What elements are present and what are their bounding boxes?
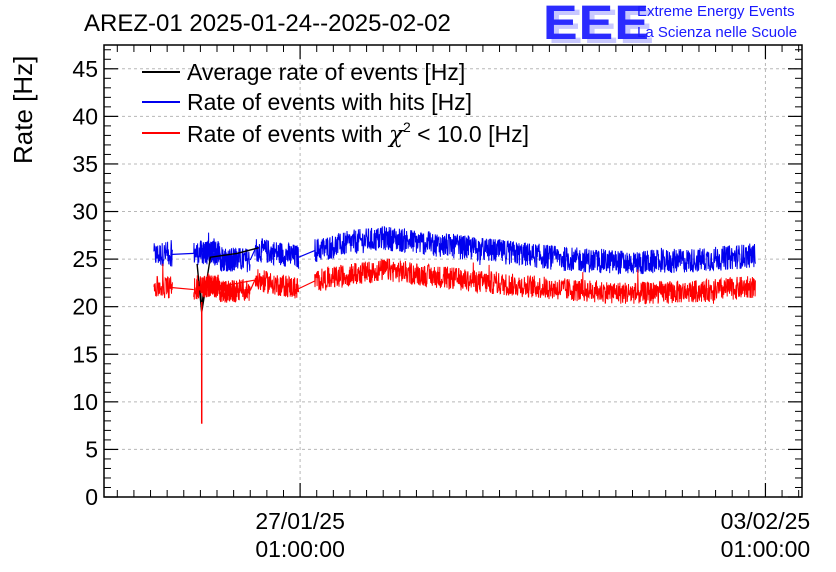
logo-subtitle-line2: La Scienza nelle Scuole	[637, 24, 798, 41]
series-hits-trace	[193, 240, 251, 273]
series-hits-gap-line	[298, 249, 315, 258]
grid-layer	[104, 45, 802, 497]
series-chi2-gap-line	[218, 279, 256, 288]
series-chi2-gap-line	[249, 279, 256, 291]
y-tick-label: 30	[72, 199, 98, 225]
series-hits-trace	[314, 225, 756, 275]
x-tick-label-date: 27/01/25	[255, 508, 345, 534]
y-tick-label: 25	[72, 246, 98, 272]
y-axis-label: Rate [Hz]	[8, 56, 38, 164]
legend-label-average: Average rate of events [Hz]	[187, 59, 465, 85]
series-hits-gap-line	[249, 249, 256, 261]
y-tick-label: 45	[72, 56, 98, 82]
eee-logo: EEE	[543, 0, 650, 50]
eee-logo-shadow: EEE	[548, 1, 655, 54]
series-chi2-trace	[153, 263, 173, 299]
y-tick-label: 20	[72, 294, 98, 320]
series-chi2-trace	[254, 269, 300, 299]
legend-chi2-superscript: 2	[403, 119, 411, 135]
plot-frame	[103, 44, 803, 498]
y-tick-label: 15	[72, 341, 98, 367]
series-hits-gap-line	[172, 252, 194, 255]
y-tick-label: 40	[72, 103, 98, 129]
y-tick-label: 35	[72, 151, 98, 177]
legend-layer: Average rate of events [Hz] Rate of even…	[142, 59, 529, 148]
x-tick-label-time: 01:00:00	[721, 536, 811, 562]
series-chi2-trace	[203, 273, 238, 303]
axis-layer: 05101520253035404527/01/2501:00:0003/02/…	[72, 45, 810, 562]
y-tick-label: 10	[72, 389, 98, 415]
legend-chi2-prefix: Rate of events with	[187, 121, 389, 147]
series-average-line	[196, 247, 260, 313]
series-chi2-gap-line	[172, 287, 194, 291]
chart-title: AREZ-01 2025-01-24--2025-02-02	[84, 10, 451, 37]
legend-chi2-suffix: < 10.0 [Hz]	[411, 121, 529, 147]
legend-chi2-symbol: χ	[387, 122, 405, 148]
x-tick-label-date: 03/02/25	[721, 508, 811, 534]
legend-label-chi2: Rate of events with χ2 < 10.0 [Hz]	[187, 119, 529, 148]
y-tick-label: 5	[85, 436, 98, 462]
series-chi2-trace	[314, 258, 756, 305]
series-chi2-gap-line	[298, 280, 315, 290]
y-tick-label: 0	[85, 484, 98, 510]
series-hits-trace	[254, 238, 300, 269]
logo-subtitle-line1: Extreme Energy Events	[637, 3, 795, 20]
x-tick-label-time: 01:00:00	[255, 536, 345, 562]
series-hits-trace	[203, 241, 238, 272]
series-hits-trace	[153, 240, 173, 267]
legend-label-hits: Rate of events with hits [Hz]	[187, 89, 472, 115]
series-layer	[153, 225, 756, 424]
